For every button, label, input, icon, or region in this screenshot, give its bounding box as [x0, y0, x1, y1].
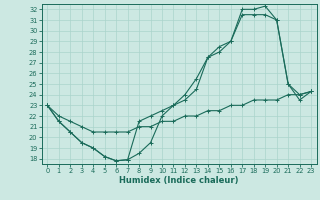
- X-axis label: Humidex (Indice chaleur): Humidex (Indice chaleur): [119, 176, 239, 185]
